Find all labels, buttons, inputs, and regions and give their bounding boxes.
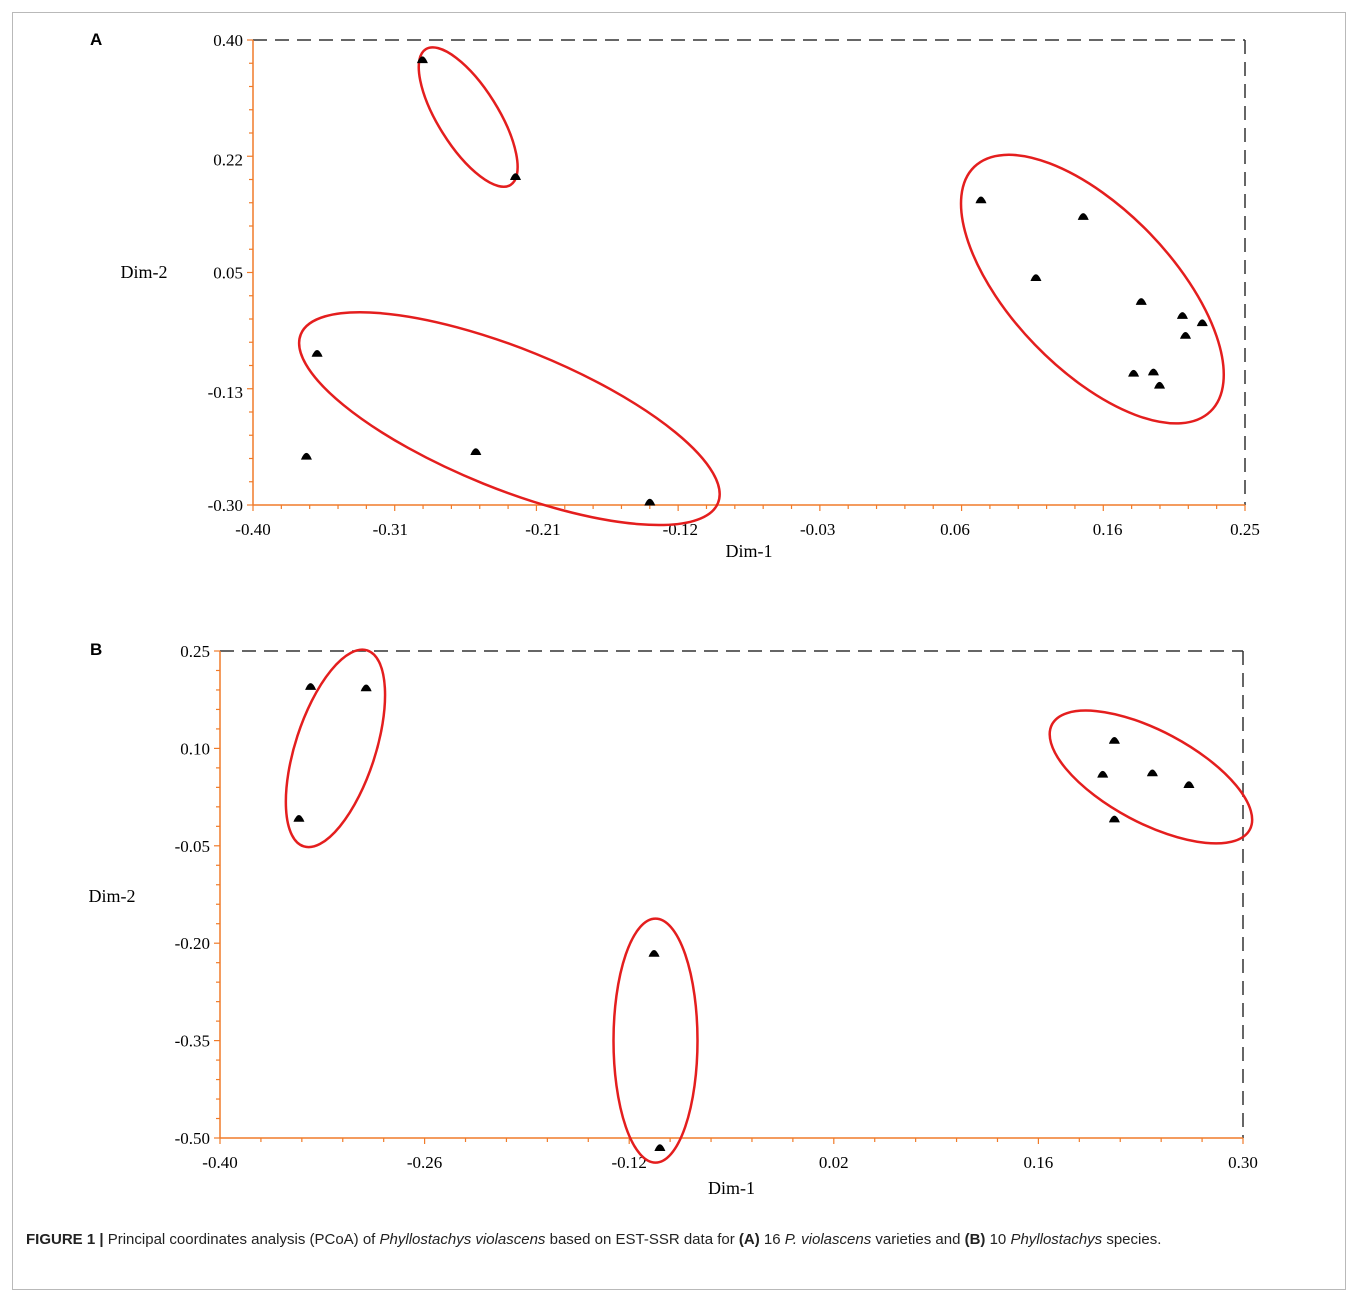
x-axis-title-a: Dim-1 [726,541,773,561]
caption-panel-b: (B) [964,1231,986,1248]
cluster-ellipse-a [297,311,721,527]
x-tick-label-a: 0.06 [940,520,970,539]
x-axis-title-b: Dim-1 [708,1178,755,1198]
data-point-a [509,173,521,181]
x-tick-label-b: 0.16 [1024,1153,1054,1172]
x-tick-label-a: -0.40 [235,520,270,539]
cluster-ellipse-a [417,46,519,188]
y-tick-label-b: -0.05 [175,837,210,856]
y-tick-label-b: 0.25 [180,642,210,661]
data-point-a [1147,368,1159,376]
data-point-a [1030,274,1042,281]
x-tick-label-b: 0.30 [1228,1153,1258,1172]
data-point-b [1146,769,1158,777]
panel-label-a: A [90,30,103,49]
data-point-b [1108,737,1120,744]
y-axis-title-a: Dim-2 [121,262,168,282]
caption-text-2: based on EST-SSR data for [545,1231,739,1248]
data-point-a [1196,319,1208,327]
x-tick-label-b: 0.02 [819,1153,849,1172]
caption-species: Phyllostachys violascens [379,1231,546,1248]
data-point-a [416,56,428,64]
caption-text-6: species. [1102,1231,1162,1248]
data-point-a [1176,312,1188,319]
data-point-b [305,683,317,690]
x-tick-label-b: -0.12 [611,1153,646,1172]
data-point-b [654,1144,666,1151]
y-axis-title-b: Dim-2 [89,886,136,906]
data-point-a [644,498,656,506]
x-tick-label-a: -0.21 [525,520,560,539]
figure-frame [12,12,1346,1290]
y-tick-label-b: -0.35 [175,1032,210,1051]
caption-panel-a: (A) [738,1231,760,1248]
x-tick-label-a: -0.03 [800,520,835,539]
cluster-ellipse-b [1048,709,1254,845]
y-tick-label-b: 0.10 [180,739,210,758]
y-tick-label-a: 0.22 [213,151,243,170]
cluster-ellipse-b [284,648,387,849]
data-point-b [648,950,660,957]
data-point-a [311,349,323,357]
data-point-b [1108,815,1120,823]
y-tick-label-a: -0.13 [208,383,243,402]
caption-text-3: 16 [759,1231,785,1248]
cluster-ellipse-a [959,153,1226,425]
x-tick-label-a: -0.31 [373,520,408,539]
data-point-b [360,684,372,692]
data-point-a [975,196,987,204]
data-point-b [293,814,305,822]
caption-abbrev-species: P. violascens [784,1231,872,1248]
x-tick-label-a: 0.25 [1230,520,1260,539]
x-tick-label-b: -0.26 [407,1153,442,1172]
y-tick-label-a: 0.05 [213,264,243,283]
y-tick-label-b: -0.50 [175,1129,210,1148]
cluster-ellipse-b [612,917,699,1164]
caption-text-4: varieties and [871,1231,965,1248]
data-point-a [1077,213,1089,220]
data-point-a [1154,381,1166,389]
data-point-a [1179,332,1191,339]
y-tick-label-a: 0.40 [213,31,243,50]
figure-caption: FIGURE 1 | Principal coordinates analysi… [26,1229,1326,1251]
data-point-b [1183,781,1195,788]
y-tick-label-b: -0.20 [175,934,210,953]
caption-genus: Phyllostachys [1010,1231,1103,1248]
data-point-a [470,448,482,456]
data-point-a [1135,298,1147,305]
caption-figure-number: FIGURE 1 | [26,1231,104,1248]
y-tick-label-a: -0.30 [208,496,243,515]
x-tick-label-a: 0.16 [1093,520,1123,539]
data-point-a [300,452,312,460]
data-point-b [1097,770,1109,778]
panel-label-b: B [90,640,103,659]
caption-text-5: 10 [985,1231,1011,1248]
data-point-a [1128,369,1140,377]
caption-text-1: Principal coordinates analysis (PCoA) of [103,1231,380,1248]
x-tick-label-b: -0.40 [202,1153,237,1172]
